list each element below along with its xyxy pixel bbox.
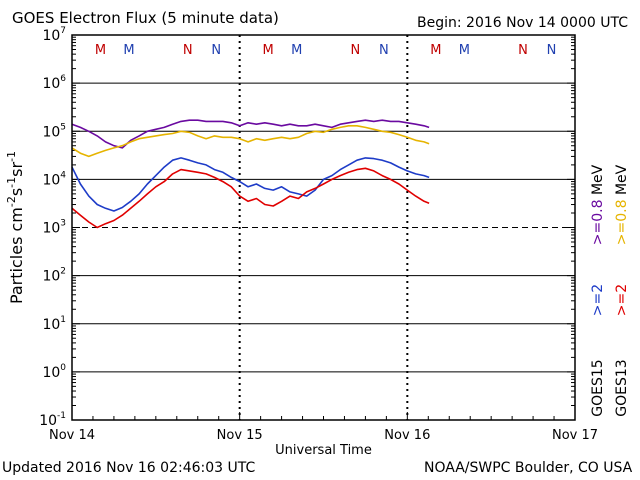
top-marker-label: N bbox=[547, 43, 557, 58]
legend-satellite-2: GOES13 bbox=[614, 359, 630, 416]
y-tick-label: 100 bbox=[42, 363, 66, 381]
plot-frame bbox=[71, 34, 576, 421]
series-line-2 bbox=[71, 157, 430, 212]
series-line-3 bbox=[71, 167, 430, 229]
top-marker-label: M bbox=[263, 43, 274, 58]
x-tick-label: Nov 14 bbox=[49, 428, 95, 443]
begin-time: Begin: 2016 Nov 14 0000 UTC bbox=[417, 15, 628, 31]
y-tick-label: 102 bbox=[42, 267, 66, 285]
top-marker-label: N bbox=[211, 43, 221, 58]
x-tick-label: Nov 15 bbox=[217, 428, 263, 443]
updated-timestamp: Updated 2016 Nov 16 02:46:03 UTC bbox=[2, 460, 256, 476]
y-tick-label: 104 bbox=[42, 170, 66, 188]
legend-satellite-1: GOES15 bbox=[590, 359, 606, 416]
series-line-1 bbox=[71, 125, 430, 158]
legend-entry-1: >=2 bbox=[590, 284, 606, 316]
series-line-0 bbox=[71, 119, 430, 149]
top-marker-label: N bbox=[350, 43, 360, 58]
x-axis-label: Universal Time bbox=[275, 443, 372, 458]
top-marker-label: M bbox=[459, 43, 470, 58]
y-tick-label: 10-1 bbox=[39, 411, 66, 429]
y-tick-label: 101 bbox=[42, 315, 66, 333]
top-marker-label: M bbox=[123, 43, 134, 58]
top-marker-label: N bbox=[183, 43, 193, 58]
top-marker-label: M bbox=[430, 43, 441, 58]
chart-title: GOES Electron Flux (5 minute data) bbox=[12, 9, 279, 27]
y-tick-label: 107 bbox=[42, 26, 66, 44]
data-source: NOAA/SWPC Boulder, CO USA bbox=[424, 460, 633, 476]
y-tick-label: 105 bbox=[42, 122, 66, 140]
x-tick-label: Nov 16 bbox=[384, 428, 430, 443]
y-tick-label: 106 bbox=[42, 74, 66, 92]
y-tick-label: 103 bbox=[42, 219, 66, 237]
x-tick-label: Nov 17 bbox=[552, 428, 598, 443]
top-marker-label: M bbox=[95, 43, 106, 58]
legend-entry-2: >=2 bbox=[614, 284, 630, 316]
legend-entry-4: >=0.8 MeV bbox=[614, 164, 630, 245]
top-marker-label: N bbox=[379, 43, 389, 58]
legend-entry-3: >=0.8 MeV bbox=[590, 164, 606, 245]
y-axis-label: Particles cm-2s-1sr-1 bbox=[5, 151, 26, 304]
top-marker-label: M bbox=[291, 43, 302, 58]
top-marker-label: N bbox=[518, 43, 528, 58]
